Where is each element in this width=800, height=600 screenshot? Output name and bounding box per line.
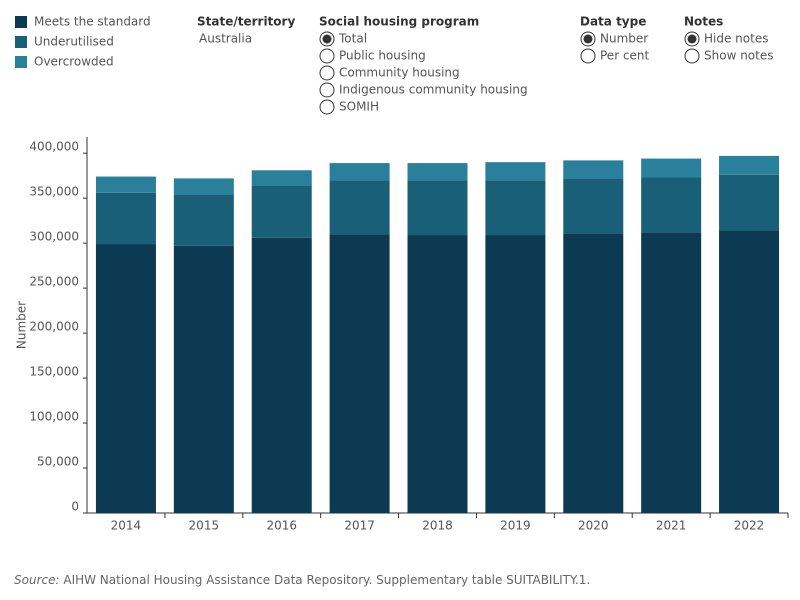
y-tick-label: 400,000 [29, 140, 79, 154]
radio-dot[interactable] [322, 34, 332, 44]
x-tick-label: 2018 [422, 519, 453, 533]
bar-segment [173, 178, 234, 195]
radio-label[interactable]: Per cent [600, 49, 650, 63]
x-tick-label: 2015 [189, 519, 220, 533]
x-tick-label: 2020 [578, 519, 609, 533]
bar-segment [407, 163, 468, 181]
radio-button[interactable] [580, 48, 596, 64]
legend-label[interactable]: Underutilised [34, 35, 114, 49]
y-axis-label: Number [15, 301, 29, 349]
bar-segment [95, 176, 156, 193]
y-tick-label: 250,000 [29, 275, 79, 289]
legend-swatch[interactable] [15, 56, 27, 68]
bar-segment [173, 194, 234, 246]
y-tick-label: 100,000 [29, 410, 79, 424]
radio-button[interactable] [319, 99, 335, 115]
x-tick-label: 2019 [500, 519, 531, 533]
source: Source: AIHW National Housing Assistance… [14, 573, 590, 587]
x-tick-label: 2022 [734, 519, 765, 533]
source-prefix: Source: [14, 573, 60, 587]
legend-label[interactable]: Overcrowded [34, 55, 114, 69]
bar-segment [95, 244, 156, 513]
radio-label[interactable]: Number [600, 32, 648, 46]
radio-label[interactable]: Indigenous community housing [339, 83, 528, 97]
bar-segment [719, 230, 780, 513]
bar-segment [641, 232, 702, 513]
bar-segment [407, 180, 468, 236]
source-text: AIHW National Housing Assistance Data Re… [63, 573, 590, 587]
bar-segment [563, 233, 624, 513]
radio-button[interactable] [684, 48, 700, 64]
filter-label: State/territory [197, 15, 295, 29]
bar-segment [563, 160, 624, 179]
radio-label[interactable]: Show notes [704, 49, 773, 63]
bar-segment [641, 158, 702, 178]
bar-segment [485, 180, 546, 236]
bar-segment [251, 237, 312, 514]
bar-segment [173, 245, 234, 513]
x-tick-label: 2021 [656, 519, 687, 533]
y-tick-label: 300,000 [29, 230, 79, 244]
bar-segment [485, 235, 546, 513]
radio-label[interactable]: Hide notes [704, 32, 768, 46]
radio-dot[interactable] [687, 34, 697, 44]
x-tick-label: 2014 [111, 519, 142, 533]
bar-segment [641, 177, 702, 233]
radio-button[interactable] [319, 65, 335, 81]
bar-segment [407, 235, 468, 513]
legend-label[interactable]: Meets the standard [34, 15, 151, 29]
bar-segment [719, 155, 780, 175]
y-tick-label: 200,000 [29, 320, 79, 334]
y-tick-label: 0 [71, 500, 79, 514]
bar-segment [329, 180, 390, 235]
radio-label[interactable]: Community housing [339, 66, 460, 80]
legend-swatch[interactable] [15, 16, 27, 28]
bar-segment [329, 234, 390, 514]
bar-segment [95, 192, 156, 245]
filter-label: Notes [684, 15, 723, 29]
bar-segment [485, 162, 546, 181]
radio-label[interactable]: Public housing [339, 49, 426, 63]
filter-label: Data type [580, 15, 646, 29]
y-tick-label: 50,000 [37, 455, 79, 469]
radio-dot[interactable] [583, 34, 593, 44]
y-tick-label: 150,000 [29, 365, 79, 379]
bar-segment [251, 170, 312, 186]
bar-segment [563, 178, 624, 234]
radio-label[interactable]: SOMIH [339, 100, 379, 114]
bar-segment [251, 185, 312, 238]
bar-segment [719, 174, 780, 231]
radio-button[interactable] [319, 82, 335, 98]
x-tick-label: 2017 [344, 519, 375, 533]
y-tick-label: 350,000 [29, 185, 79, 199]
radio-label[interactable]: Total [338, 32, 367, 46]
filter-value[interactable]: Australia [199, 32, 252, 46]
filter-label: Social housing program [319, 15, 479, 29]
x-tick-label: 2016 [266, 519, 297, 533]
radio-button[interactable] [319, 48, 335, 64]
bar-segment [329, 163, 390, 181]
legend-swatch[interactable] [15, 36, 27, 48]
